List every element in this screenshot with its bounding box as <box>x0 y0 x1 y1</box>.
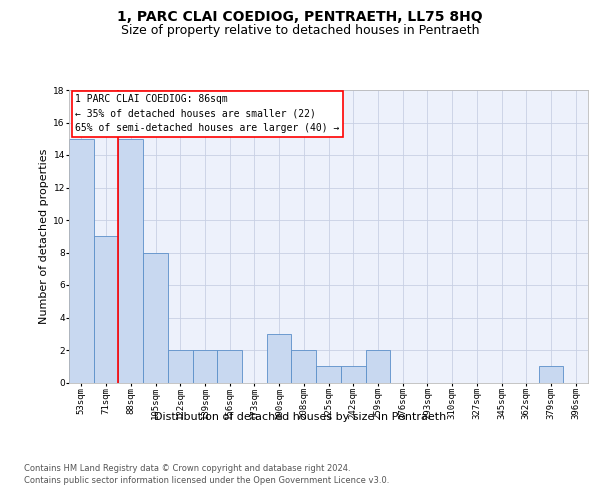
Text: Contains HM Land Registry data © Crown copyright and database right 2024.: Contains HM Land Registry data © Crown c… <box>24 464 350 473</box>
Text: Size of property relative to detached houses in Pentraeth: Size of property relative to detached ho… <box>121 24 479 37</box>
Bar <box>292 350 316 382</box>
Bar <box>94 236 118 382</box>
Bar <box>267 334 292 382</box>
Bar <box>341 366 365 382</box>
Bar <box>217 350 242 382</box>
Bar <box>365 350 390 382</box>
Y-axis label: Number of detached properties: Number of detached properties <box>39 148 49 324</box>
Bar <box>168 350 193 382</box>
Text: 1, PARC CLAI COEDIOG, PENTRAETH, LL75 8HQ: 1, PARC CLAI COEDIOG, PENTRAETH, LL75 8H… <box>117 10 483 24</box>
Bar <box>316 366 341 382</box>
Text: Contains public sector information licensed under the Open Government Licence v3: Contains public sector information licen… <box>24 476 389 485</box>
Bar <box>69 138 94 382</box>
Bar <box>118 138 143 382</box>
Text: 1 PARC CLAI COEDIOG: 86sqm
← 35% of detached houses are smaller (22)
65% of semi: 1 PARC CLAI COEDIOG: 86sqm ← 35% of deta… <box>75 94 340 133</box>
Bar <box>143 252 168 382</box>
Bar <box>193 350 217 382</box>
Text: Distribution of detached houses by size in Pentraeth: Distribution of detached houses by size … <box>154 412 446 422</box>
Bar <box>539 366 563 382</box>
